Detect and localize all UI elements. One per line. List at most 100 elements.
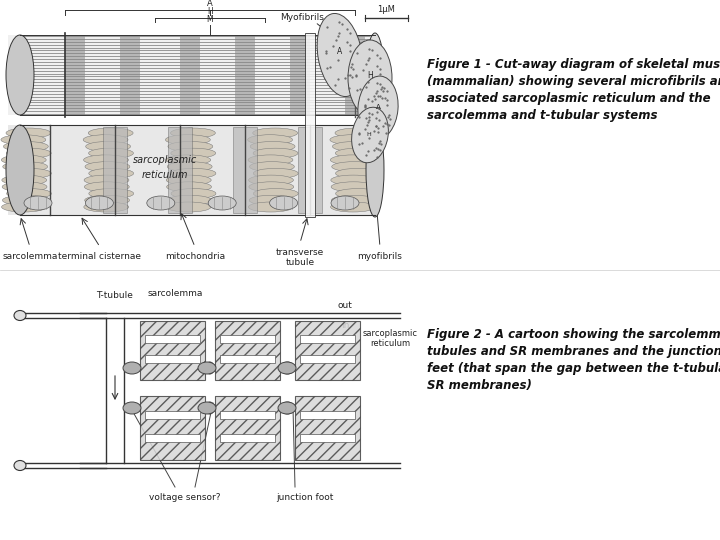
Ellipse shape (336, 188, 380, 199)
Ellipse shape (166, 134, 210, 145)
Ellipse shape (2, 182, 47, 192)
Ellipse shape (171, 168, 216, 178)
Ellipse shape (171, 128, 215, 138)
Text: transverse
tubule: transverse tubule (276, 248, 324, 267)
Ellipse shape (250, 161, 294, 172)
Ellipse shape (168, 141, 213, 151)
Ellipse shape (6, 125, 34, 215)
Bar (220, 355, 275, 363)
Ellipse shape (253, 168, 298, 178)
Ellipse shape (166, 155, 211, 165)
Ellipse shape (317, 14, 363, 97)
Ellipse shape (249, 182, 294, 192)
Ellipse shape (281, 362, 294, 374)
Bar (220, 434, 275, 442)
Ellipse shape (331, 195, 377, 205)
Ellipse shape (330, 175, 376, 185)
Ellipse shape (171, 148, 216, 158)
Ellipse shape (253, 128, 297, 138)
Ellipse shape (86, 196, 114, 210)
Bar (295, 321, 360, 380)
Ellipse shape (4, 141, 48, 151)
Bar (140, 321, 205, 380)
Ellipse shape (281, 402, 294, 414)
Ellipse shape (250, 141, 295, 151)
Text: A: A (338, 48, 343, 57)
Ellipse shape (166, 175, 211, 185)
Ellipse shape (335, 128, 380, 138)
Text: Figure 1 - Cut-away diagram of skeletal muscle
(mammalian) showing several micro: Figure 1 - Cut-away diagram of skeletal … (427, 58, 720, 122)
Ellipse shape (86, 141, 130, 151)
Ellipse shape (6, 35, 34, 115)
Ellipse shape (14, 461, 26, 470)
Ellipse shape (84, 134, 128, 145)
Bar (298, 127, 310, 213)
Ellipse shape (248, 202, 293, 212)
Ellipse shape (206, 362, 214, 374)
Text: 1µM: 1µM (377, 5, 395, 14)
Bar (115, 127, 127, 213)
Bar (145, 335, 200, 343)
Ellipse shape (167, 195, 212, 205)
Text: Myofibrils: Myofibrils (280, 14, 324, 23)
Ellipse shape (198, 402, 216, 414)
Ellipse shape (1, 155, 46, 165)
Text: M: M (207, 15, 213, 24)
Text: sarcoplasmic: sarcoplasmic (133, 155, 197, 165)
Bar (8, 125, 375, 215)
Ellipse shape (336, 168, 380, 178)
Bar (145, 434, 200, 442)
Bar (290, 35, 310, 115)
Bar (300, 411, 355, 419)
Bar (65, 35, 85, 115)
Ellipse shape (123, 402, 141, 414)
Text: in: in (341, 321, 349, 330)
Ellipse shape (206, 402, 214, 414)
Bar (295, 396, 360, 460)
Ellipse shape (84, 202, 129, 212)
Text: sarcolemma: sarcolemma (148, 288, 203, 298)
Bar (215, 321, 280, 380)
Ellipse shape (248, 175, 294, 185)
Ellipse shape (198, 362, 216, 374)
Bar (8, 35, 375, 115)
Bar (305, 33, 315, 217)
Bar (103, 127, 115, 213)
Ellipse shape (84, 182, 129, 192)
Text: T-tubule: T-tubule (96, 291, 133, 300)
Bar (180, 35, 200, 115)
Ellipse shape (330, 202, 375, 212)
Bar (145, 355, 200, 363)
Ellipse shape (331, 182, 376, 192)
Ellipse shape (6, 168, 51, 178)
Ellipse shape (147, 196, 175, 210)
Ellipse shape (171, 188, 216, 199)
Ellipse shape (167, 161, 212, 172)
Ellipse shape (366, 123, 384, 217)
Text: voltage sensor?: voltage sensor? (149, 493, 221, 502)
Ellipse shape (85, 195, 130, 205)
Ellipse shape (89, 148, 133, 158)
Text: sarcolemma: sarcolemma (2, 252, 58, 261)
Ellipse shape (269, 196, 297, 210)
Ellipse shape (351, 107, 388, 163)
Bar (245, 127, 257, 213)
Text: Figure 2 - A cartoon showing the sarcolemma, T-
tubules and SR membranes and the: Figure 2 - A cartoon showing the sarcole… (427, 328, 720, 392)
Ellipse shape (6, 148, 51, 158)
Ellipse shape (123, 362, 141, 374)
Ellipse shape (253, 188, 298, 199)
Ellipse shape (332, 161, 377, 172)
Text: H: H (207, 7, 213, 16)
Ellipse shape (366, 33, 384, 117)
Text: H: H (367, 71, 373, 80)
Text: junction foot: junction foot (276, 493, 333, 502)
Ellipse shape (24, 196, 52, 210)
Bar (345, 35, 365, 115)
Ellipse shape (1, 202, 46, 212)
Bar (140, 396, 205, 460)
Ellipse shape (2, 175, 47, 185)
Bar (145, 411, 200, 419)
Bar (215, 396, 280, 460)
Ellipse shape (208, 196, 236, 210)
Ellipse shape (2, 195, 48, 205)
